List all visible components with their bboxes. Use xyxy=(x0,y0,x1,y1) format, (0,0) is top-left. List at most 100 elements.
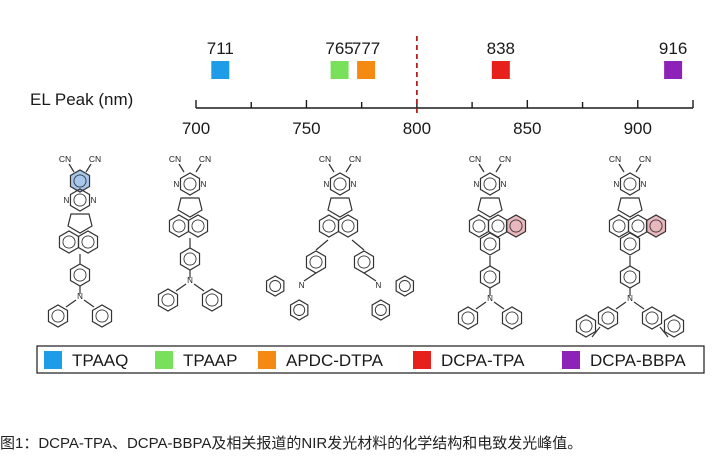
five-ring xyxy=(617,197,643,218)
axis-label: EL Peak (nm) xyxy=(30,90,133,109)
phenyl-ring xyxy=(179,247,201,271)
n-bond xyxy=(493,301,505,310)
aromatic-circle xyxy=(631,219,645,233)
aromatic-circle xyxy=(649,219,663,233)
tick-label-750: 750 xyxy=(292,119,320,138)
legend-label-TPAAQ: TPAAQ xyxy=(72,351,128,370)
pyrazine-ring xyxy=(179,172,201,196)
aromatic-circle xyxy=(51,309,65,323)
anthracene-ring xyxy=(479,232,501,256)
n-bond xyxy=(65,299,77,308)
phenyl-ring xyxy=(353,250,375,274)
structure-DCPA-BBPA: CN CN N N N xyxy=(575,154,685,338)
atom-label-n: N xyxy=(501,180,507,189)
phenyl-ring xyxy=(201,288,223,312)
aromatic-circle xyxy=(623,177,637,191)
naphthalene-ring-left xyxy=(58,230,80,254)
peak-marker-TPAAP xyxy=(330,61,349,79)
aromatic-circle xyxy=(483,270,497,284)
highlight-ring xyxy=(645,214,667,238)
naphthalene-ring-right xyxy=(337,214,359,238)
phenyl-ring xyxy=(371,299,391,321)
atom-label-cn: CN xyxy=(469,154,481,164)
aromatic-circle xyxy=(333,177,347,191)
legend-label-DCPA-TPA: DCPA-TPA xyxy=(441,351,525,370)
aromatic-circle xyxy=(205,293,219,307)
aromatic-circle xyxy=(81,235,95,249)
atom-label-n: N xyxy=(627,294,633,303)
atom-label-cn: CN xyxy=(499,154,511,164)
highlight-ring xyxy=(69,169,91,193)
cn-bond xyxy=(178,163,185,173)
phenyl-ring xyxy=(289,299,309,321)
tick-label-700: 700 xyxy=(182,119,210,138)
atom-label-cn: CN xyxy=(609,154,621,164)
cn-bond xyxy=(618,163,625,173)
aromatic-circle xyxy=(483,237,497,251)
atom-label-n: N xyxy=(614,180,620,189)
aromatic-circle xyxy=(293,304,306,316)
five-ring xyxy=(477,197,503,218)
naphthalene-ring-right xyxy=(187,214,209,238)
cn-bond xyxy=(85,163,92,173)
legend-swatch-APDC-DTPA xyxy=(258,351,276,369)
biphenyl-ring xyxy=(663,314,685,338)
link-bond xyxy=(659,326,669,338)
five-ring xyxy=(327,197,353,218)
phenyl-ring xyxy=(47,304,69,328)
phenyl-ring xyxy=(265,275,285,297)
legend-swatch-TPAAQ xyxy=(44,351,62,369)
naphthalene-ring-right xyxy=(77,230,99,254)
naphthalene-ring-left xyxy=(468,214,490,238)
structure-TPAAP: CN CN N N N xyxy=(157,154,223,312)
aromatic-circle xyxy=(341,219,355,233)
cn-bond xyxy=(635,163,642,173)
peak-value-777: 777 xyxy=(352,39,380,58)
biphenyl-ring xyxy=(575,314,597,338)
cn-bond xyxy=(478,163,485,173)
aromatic-circle xyxy=(322,219,336,233)
cn-bond xyxy=(68,163,75,173)
atom-label-n: N xyxy=(324,180,330,189)
n-bond xyxy=(303,272,317,282)
atom-label-cn: CN xyxy=(319,154,331,164)
aromatic-circle xyxy=(172,219,186,233)
atom-label-n: N xyxy=(64,196,70,205)
aromatic-circle xyxy=(623,270,637,284)
n-bond xyxy=(363,272,377,282)
atom-label-n: N xyxy=(474,180,480,189)
legend-swatch-TPAAP xyxy=(155,351,173,369)
naphthalene-ring-left xyxy=(318,214,340,238)
aromatic-circle xyxy=(62,235,76,249)
aromatic-circle xyxy=(309,255,323,269)
aromatic-circle xyxy=(183,177,197,191)
chemical-structures: CN CN N N N CN CN N N N CN CN N N N N CN CN N N N CN CN N N N xyxy=(47,154,685,338)
pyrazine-ring xyxy=(69,188,91,212)
pyrazine-ring xyxy=(619,172,641,196)
peak-value-711: 711 xyxy=(207,39,234,58)
atom-label-n: N xyxy=(187,276,193,285)
aromatic-circle xyxy=(398,280,411,292)
atom-label-cn: CN xyxy=(349,154,361,164)
figure-caption: 图1：DCPA-TPA、DCPA-BBPA及相关报道的NIR发光材料的化学结构和… xyxy=(0,435,583,452)
atom-label-cn: CN xyxy=(59,154,71,164)
atom-label-cn: CN xyxy=(89,154,101,164)
legend-swatch-DCPA-BBPA xyxy=(562,351,580,369)
pyrazine-ring xyxy=(479,172,501,196)
aromatic-circle xyxy=(667,319,681,333)
highlight-ring xyxy=(505,214,527,238)
cn-bond xyxy=(328,163,335,173)
anthracene-ring xyxy=(619,232,641,256)
n-bond xyxy=(475,301,487,310)
aromatic-circle xyxy=(161,293,175,307)
aromatic-circle xyxy=(483,177,497,191)
aromatic-circle xyxy=(579,319,593,333)
aromatic-circle xyxy=(472,219,486,233)
aromatic-circle xyxy=(269,280,282,292)
phenyl-ring xyxy=(395,275,415,297)
peak-value-838: 838 xyxy=(487,39,515,58)
atom-label-cn: CN xyxy=(199,154,211,164)
phenyl-ring xyxy=(91,304,113,328)
atom-label-n: N xyxy=(91,196,97,205)
